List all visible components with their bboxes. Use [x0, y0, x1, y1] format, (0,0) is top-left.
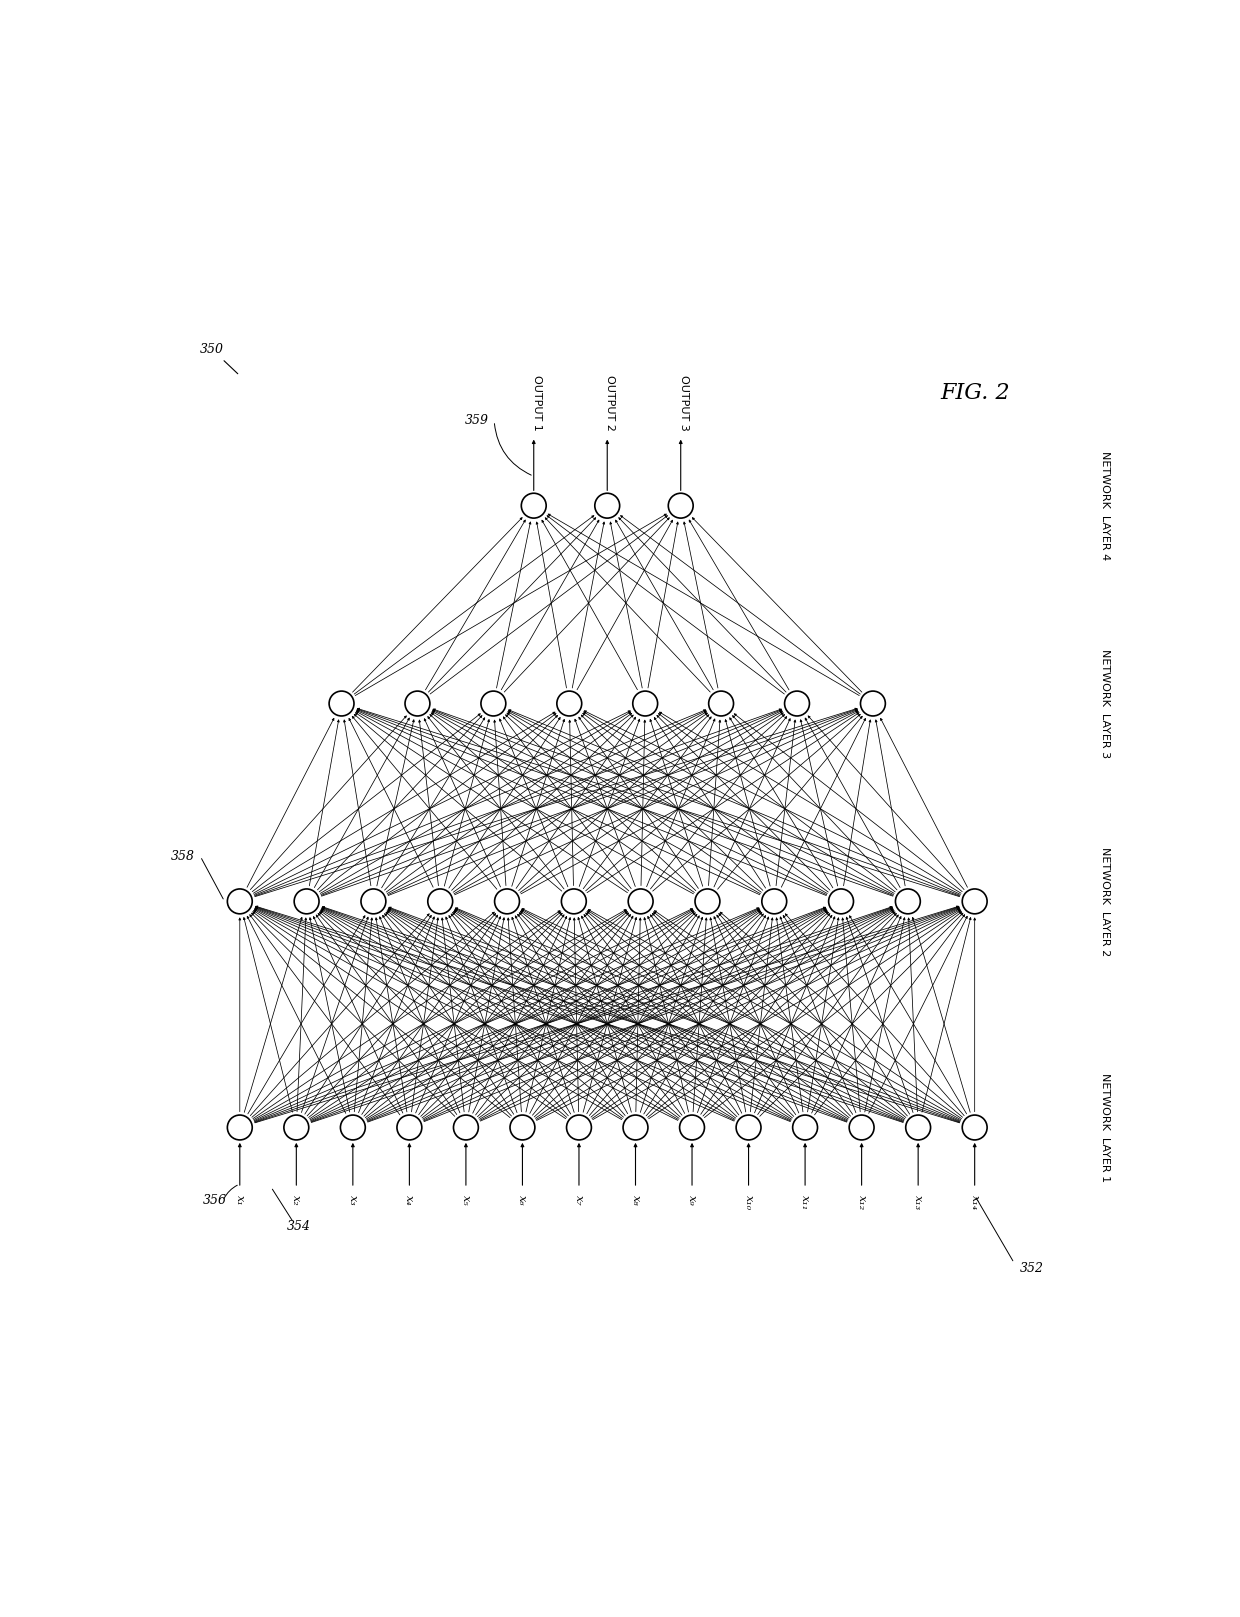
- Circle shape: [962, 889, 987, 914]
- Circle shape: [622, 1116, 649, 1140]
- Circle shape: [792, 1116, 817, 1140]
- Circle shape: [562, 889, 587, 914]
- Text: x₂: x₂: [291, 1195, 301, 1206]
- Circle shape: [680, 1116, 704, 1140]
- Circle shape: [895, 889, 920, 914]
- Circle shape: [861, 690, 885, 716]
- Text: x₁₁: x₁₁: [800, 1195, 810, 1210]
- Circle shape: [397, 1116, 422, 1140]
- Text: x₆: x₆: [517, 1195, 527, 1206]
- Text: x₁: x₁: [234, 1195, 244, 1206]
- Circle shape: [632, 690, 657, 716]
- Circle shape: [709, 690, 734, 716]
- Circle shape: [629, 889, 653, 914]
- Text: x₁₀: x₁₀: [744, 1195, 754, 1210]
- Text: x₁₄: x₁₄: [970, 1195, 980, 1210]
- Text: x₈: x₈: [630, 1195, 641, 1206]
- Circle shape: [737, 1116, 761, 1140]
- Text: x₁₃: x₁₃: [913, 1195, 923, 1210]
- Circle shape: [828, 889, 853, 914]
- Circle shape: [341, 1116, 366, 1140]
- Circle shape: [761, 889, 786, 914]
- Text: NETWORK  LAYER 4: NETWORK LAYER 4: [1100, 451, 1110, 561]
- Circle shape: [962, 1116, 987, 1140]
- Circle shape: [785, 690, 810, 716]
- Circle shape: [567, 1116, 591, 1140]
- Text: FIG. 2: FIG. 2: [940, 382, 1009, 404]
- Text: NETWORK  LAYER 2: NETWORK LAYER 2: [1100, 847, 1110, 956]
- Circle shape: [294, 889, 319, 914]
- Circle shape: [668, 493, 693, 517]
- Circle shape: [428, 889, 453, 914]
- Text: OUTPUT 2: OUTPUT 2: [605, 375, 615, 432]
- Text: NETWORK  LAYER 1: NETWORK LAYER 1: [1100, 1074, 1110, 1182]
- Circle shape: [510, 1116, 534, 1140]
- Text: x₇: x₇: [574, 1195, 584, 1206]
- Circle shape: [521, 493, 546, 517]
- Text: 350: 350: [200, 343, 238, 374]
- Text: 354: 354: [288, 1219, 311, 1232]
- Circle shape: [405, 690, 430, 716]
- Text: 358: 358: [171, 849, 195, 862]
- Circle shape: [595, 493, 620, 517]
- Circle shape: [557, 690, 582, 716]
- Text: x₁₂: x₁₂: [857, 1195, 867, 1210]
- Text: 352: 352: [1021, 1263, 1044, 1276]
- Text: OUTPUT 1: OUTPUT 1: [532, 375, 542, 432]
- Circle shape: [905, 1116, 930, 1140]
- Circle shape: [284, 1116, 309, 1140]
- Text: x₃: x₃: [348, 1195, 358, 1206]
- Circle shape: [227, 889, 252, 914]
- Circle shape: [495, 889, 520, 914]
- Circle shape: [361, 889, 386, 914]
- Circle shape: [849, 1116, 874, 1140]
- Circle shape: [454, 1116, 479, 1140]
- Text: x₉: x₉: [687, 1195, 697, 1206]
- Text: OUTPUT 3: OUTPUT 3: [678, 375, 688, 432]
- Circle shape: [227, 1116, 252, 1140]
- Circle shape: [329, 690, 353, 716]
- Text: x₅: x₅: [461, 1195, 471, 1206]
- Circle shape: [694, 889, 720, 914]
- Circle shape: [481, 690, 506, 716]
- Text: 359: 359: [465, 414, 490, 427]
- Text: 356: 356: [202, 1195, 227, 1208]
- Text: NETWORK  LAYER 3: NETWORK LAYER 3: [1100, 648, 1110, 758]
- Text: x₄: x₄: [404, 1195, 414, 1206]
